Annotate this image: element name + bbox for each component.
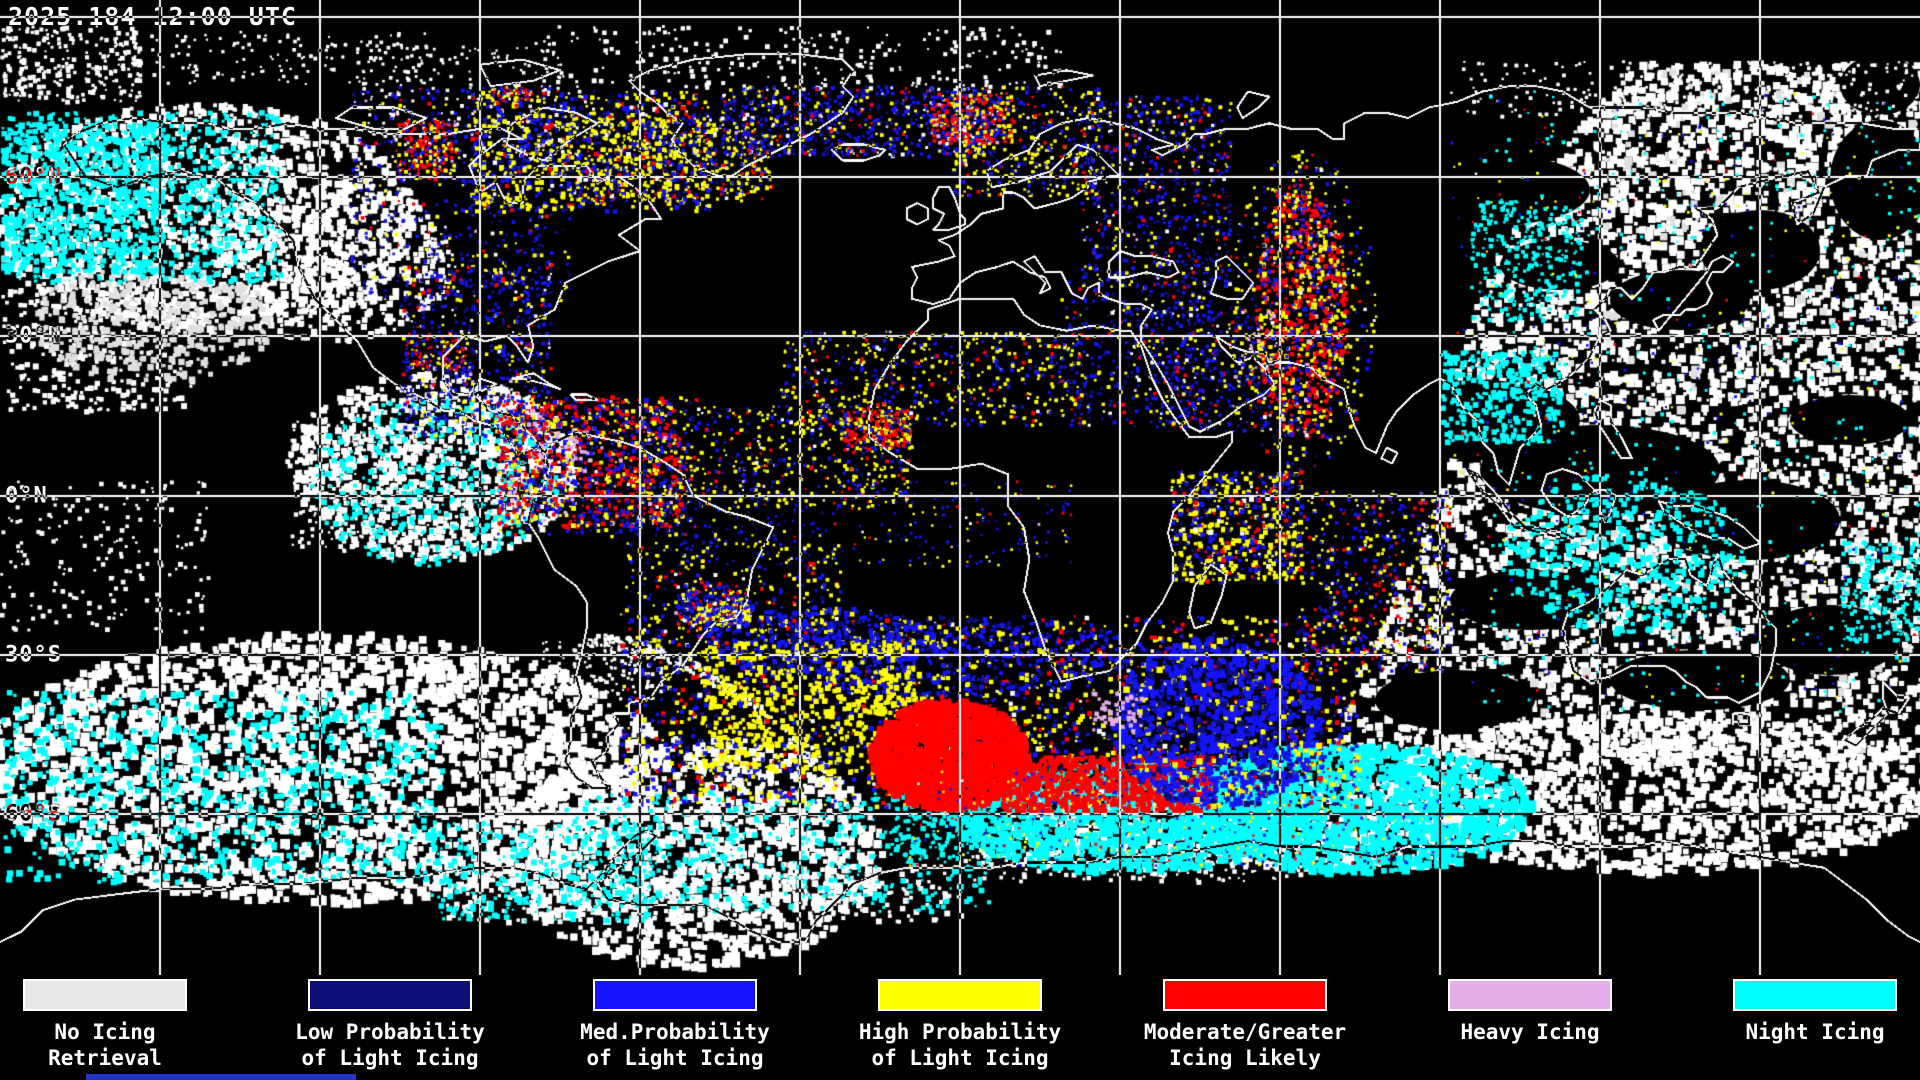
legend-label: of Light Icing <box>301 1046 479 1070</box>
legend-label: Low Probability <box>295 1020 485 1044</box>
legend-item-moderate-greater: Moderate/Greater Icing Likely <box>1103 979 1387 1071</box>
partial-colorbar <box>86 1074 356 1080</box>
legend-label: High Probability <box>858 1020 1062 1044</box>
legend-label: Moderate/Greater <box>1143 1020 1347 1044</box>
latitude-label-30s: 30°S <box>5 642 62 668</box>
legend-item-no-icing: No Icing Retrieval <box>0 979 247 1071</box>
legend-swatch-high-probability <box>878 979 1042 1011</box>
legend-label: Night Icing <box>1745 1020 1885 1044</box>
legend-label: Icing Likely <box>1169 1046 1321 1070</box>
legend-item-med-probability: Med.Probability of Light Icing <box>533 979 817 1071</box>
legend-label: No Icing <box>54 1020 156 1044</box>
latitude-label-60n: 60°N <box>5 164 62 190</box>
legend-label: of Light Icing <box>871 1046 1049 1070</box>
legend-swatch-night-icing <box>1733 979 1897 1011</box>
legend-label: Retrieval <box>48 1046 162 1070</box>
timestamp-label: 2025.184 12:00 UTC <box>8 2 297 31</box>
legend-swatch-heavy-icing <box>1448 979 1612 1011</box>
legend-item-low-probability: Low Probability of Light Icing <box>248 979 532 1071</box>
world-icing-map: 2025.184 12:00 UTC 60°N 30°N 0°N 30°S 60… <box>0 0 1920 975</box>
legend-item-high-probability: High Probability of Light Icing <box>818 979 1102 1071</box>
latitude-label-60s: 60°S <box>5 801 62 827</box>
legend-label: Heavy Icing <box>1460 1020 1600 1044</box>
legend: No Icing Retrieval Low Probability of Li… <box>0 975 1920 1080</box>
satellite-icing-canvas <box>0 0 1920 975</box>
legend-swatch-low-probability <box>308 979 472 1011</box>
legend-label: Med.Probability <box>580 1020 770 1044</box>
latitude-label-30n: 30°N <box>5 323 62 349</box>
latitude-label-0n: 0°N <box>5 483 48 509</box>
legend-swatch-moderate-greater <box>1163 979 1327 1011</box>
legend-item-night-icing: Night Icing <box>1673 979 1920 1045</box>
legend-swatch-no-icing <box>23 979 187 1011</box>
legend-label: of Light Icing <box>586 1046 764 1070</box>
legend-item-heavy-icing: Heavy Icing <box>1388 979 1672 1045</box>
legend-swatch-med-probability <box>593 979 757 1011</box>
